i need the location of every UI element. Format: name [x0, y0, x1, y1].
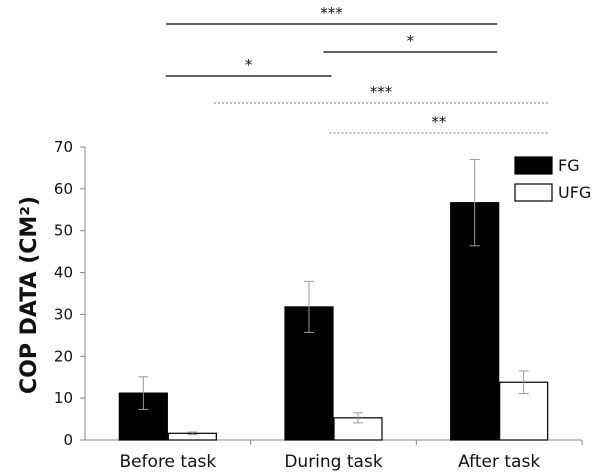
- legend-label-fg: FG: [558, 156, 580, 175]
- legend-label-ufg: UFG: [558, 183, 591, 202]
- error-bar: [304, 280, 314, 333]
- error-bar: [138, 376, 149, 410]
- significance-bracket: ***: [213, 83, 549, 104]
- bars: [118, 159, 549, 441]
- significance-bracket: **: [329, 113, 549, 134]
- y-tick-label: 10: [54, 389, 73, 407]
- y-tick-label: 40: [54, 264, 73, 282]
- y-tick-label: 0: [63, 431, 73, 449]
- x-category-label: During task: [284, 452, 382, 472]
- y-tick-label: 30: [54, 305, 73, 323]
- significance-bracket: *: [165, 56, 332, 77]
- y-tick-label: 20: [54, 347, 73, 365]
- y-tick-label: 60: [54, 180, 73, 198]
- significance-bracket: *: [323, 32, 498, 53]
- error-bar: [187, 431, 198, 436]
- error-bar: [469, 159, 480, 247]
- error-bar: [518, 370, 529, 395]
- significance-label: *: [407, 32, 415, 50]
- x-category-label: Before task: [119, 452, 216, 472]
- significance-label: **: [431, 113, 447, 131]
- significance-label: ***: [370, 83, 393, 101]
- significance-brackets: **********: [165, 4, 549, 134]
- y-tick-label: 70: [54, 138, 73, 156]
- y-axis-label: COP DATA (CM²): [17, 196, 42, 394]
- legend-swatch-ufg: [514, 183, 553, 202]
- error-bar: [353, 412, 363, 424]
- significance-label: *: [245, 56, 253, 74]
- legend-swatch-fg: [514, 156, 553, 175]
- significance-label: ***: [320, 4, 343, 22]
- significance-bracket: ***: [165, 4, 498, 25]
- legend: FG UFG: [514, 156, 591, 202]
- x-category-label: After task: [458, 452, 540, 472]
- y-tick-label: 50: [54, 222, 73, 240]
